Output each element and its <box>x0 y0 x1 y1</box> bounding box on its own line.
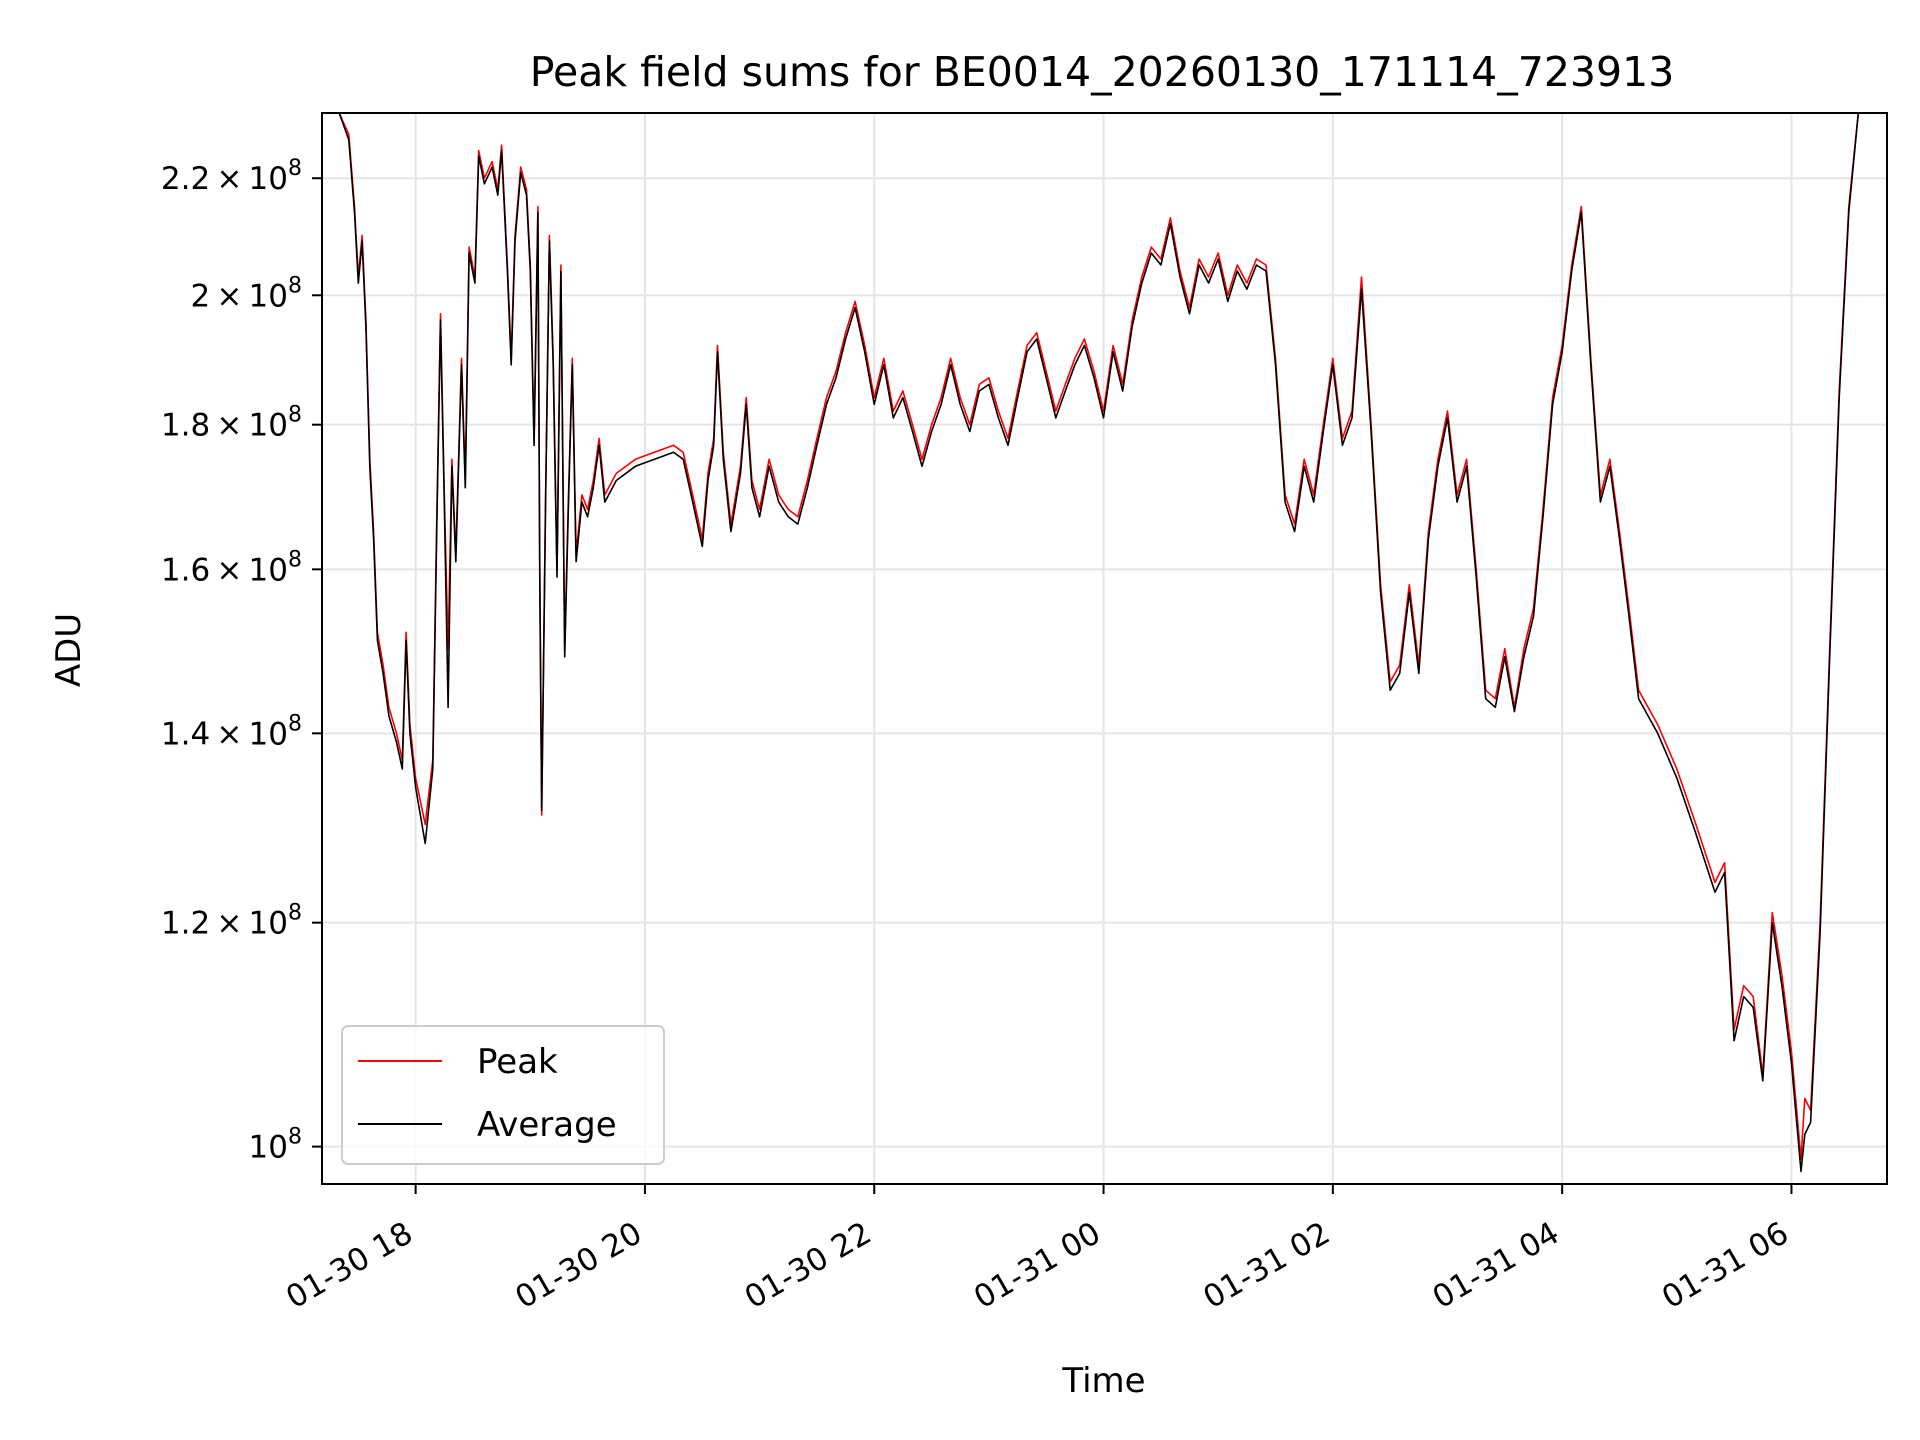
y-tick-label-1: 1.2 × 108 <box>161 901 302 942</box>
legend: Peak Average <box>341 1025 665 1165</box>
chart-title: Peak field sums for BE0014_20260130_1711… <box>530 48 1675 96</box>
y-tick-label-5: 2 × 108 <box>190 273 302 314</box>
series-line-average <box>322 113 1887 1173</box>
legend-peak-label: Peak <box>477 1042 558 1082</box>
legend-average-label: Average <box>477 1105 617 1145</box>
y-axis-label: ADU <box>49 613 89 687</box>
y-tick-label-6: 2.2 × 108 <box>161 156 302 197</box>
y-tick-label-0: 108 <box>249 1125 302 1166</box>
y-tick-label-2: 1.4 × 108 <box>161 711 302 752</box>
y-tick-label-3: 1.6 × 108 <box>161 547 302 588</box>
y-axis: 108 1.2 × 108 1.4 × 108 1.6 × 108 1.8 × 108 2… <box>161 156 322 1166</box>
series-group <box>322 113 1887 1173</box>
y-tick-label-4: 1.8 × 108 <box>161 403 302 444</box>
x-axis-label: Time <box>1061 1361 1145 1401</box>
